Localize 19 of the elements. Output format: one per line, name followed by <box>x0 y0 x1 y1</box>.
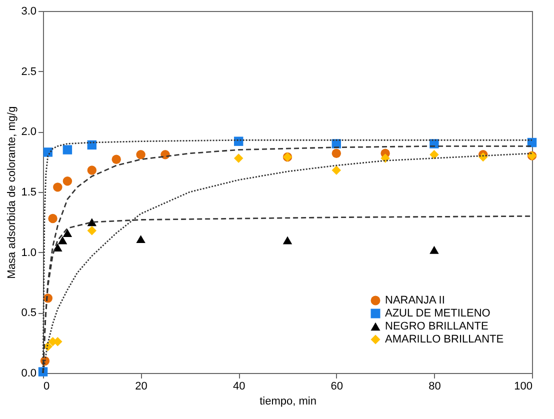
y-tick-label: 3.0 <box>21 6 36 18</box>
legend-label: AZUL DE METILENO <box>385 308 491 320</box>
x-tick-label: 100 <box>514 380 532 392</box>
y-tick-label: 2.0 <box>21 126 36 138</box>
legend-label: AMARILLO BRILLANTE <box>385 334 504 346</box>
y-tick-label: 2.5 <box>21 66 36 78</box>
x-tick-label: 80 <box>428 380 441 392</box>
y-tick-label: 1.5 <box>21 186 36 198</box>
legend-label: NARANJA II <box>385 294 445 306</box>
x-tick-label: 60 <box>330 380 344 392</box>
y-tick-label: 0.0 <box>21 368 36 380</box>
y-axis-title: Masa adsorbida de colorante, mg/g <box>6 106 18 279</box>
y-tick-label: 0.5 <box>21 307 36 320</box>
x-axis-title: tiempo, min <box>260 396 316 408</box>
legend-label: NEGRO BRILLANTE <box>385 320 488 332</box>
x-tick-label: 40 <box>232 380 246 392</box>
y-tick-label: 1.0 <box>21 246 36 259</box>
x-tick-label: 20 <box>135 380 148 392</box>
x-tick-label: 0 <box>44 380 50 392</box>
